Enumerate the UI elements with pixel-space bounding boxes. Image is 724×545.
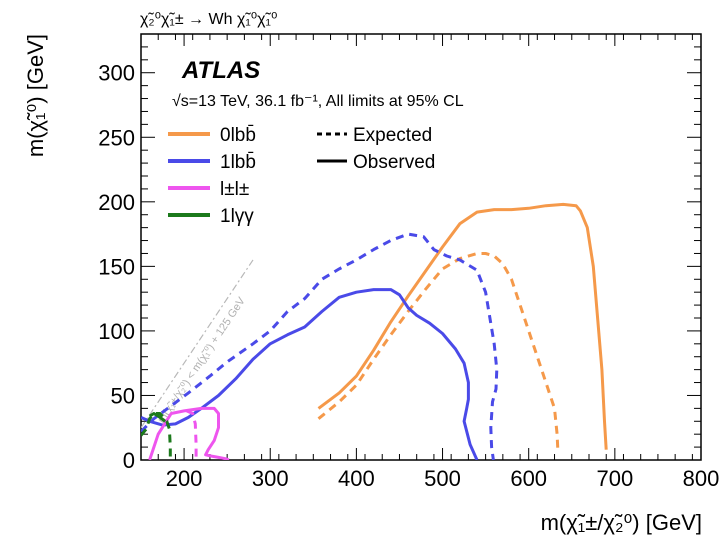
- series-0-observed-line: [317, 202, 608, 450]
- series-3-expected-line: [141, 412, 172, 460]
- y-tick-label: 0: [123, 448, 135, 473]
- series-3-observed-line: [148, 412, 167, 423]
- x-tick-label: 500: [424, 466, 461, 491]
- contour-series: [141, 202, 608, 460]
- y-tick-label: 250: [98, 125, 135, 150]
- x-tick-label: 600: [510, 466, 547, 491]
- y-tick-label: 50: [111, 383, 135, 408]
- experiment-label: ATLAS: [181, 57, 260, 84]
- kinematic-limit-label: m(χ̃₁±/χ̃₂⁰) < m(χ̃₁⁰) + 125 GeV: [156, 295, 249, 426]
- kinematic-limit-line: [141, 259, 254, 429]
- legend-label: 1lbb̄: [220, 152, 256, 173]
- x-axis-title: m(χ̃₁±/χ̃₂⁰) [GeV]: [541, 510, 702, 535]
- x-tick-label: 200: [166, 466, 203, 491]
- x-tick-label: 800: [683, 466, 720, 491]
- y-tick-label: 150: [98, 254, 135, 279]
- axis-ticks: 200 300 400 500 600 700 800 0 50 100 150 200 250 300: [98, 33, 720, 491]
- info-label: √s=13 TeV, 36.1 fb⁻¹, All limits at 95% …: [172, 93, 464, 110]
- legend-style-label: Observed: [353, 152, 435, 173]
- legend-label: 0lbb̄: [220, 125, 256, 146]
- legend: 0lbb̄ 1lbb̄ l±l± 1lγγ Expected Observed: [168, 125, 435, 227]
- legend-style-label: Expected: [353, 125, 432, 146]
- legend-label: 1lγγ: [220, 206, 254, 227]
- y-tick-label: 300: [98, 61, 135, 86]
- x-tick-label: 700: [596, 466, 633, 491]
- series-2-expected-line: [186, 409, 198, 460]
- y-axis-title: m(χ̃₁⁰) [GeV]: [23, 34, 48, 157]
- process-label: χ̃₂⁰χ̃₁± → Wh χ̃₁⁰χ̃₁⁰: [140, 11, 277, 28]
- series-0-expected-line: [317, 252, 560, 454]
- y-tick-label: 100: [98, 319, 135, 344]
- legend-label: l±l±: [220, 179, 249, 200]
- series-1-expected-line: [141, 232, 499, 460]
- x-tick-label: 400: [338, 466, 375, 491]
- kinematic-limit: m(χ̃₁±/χ̃₂⁰) < m(χ̃₁⁰) + 125 GeV: [141, 259, 254, 429]
- plot-frame: [140, 33, 702, 461]
- series-2-observed-line: [148, 406, 230, 460]
- y-tick-label: 200: [98, 190, 135, 215]
- x-tick-label: 300: [252, 466, 289, 491]
